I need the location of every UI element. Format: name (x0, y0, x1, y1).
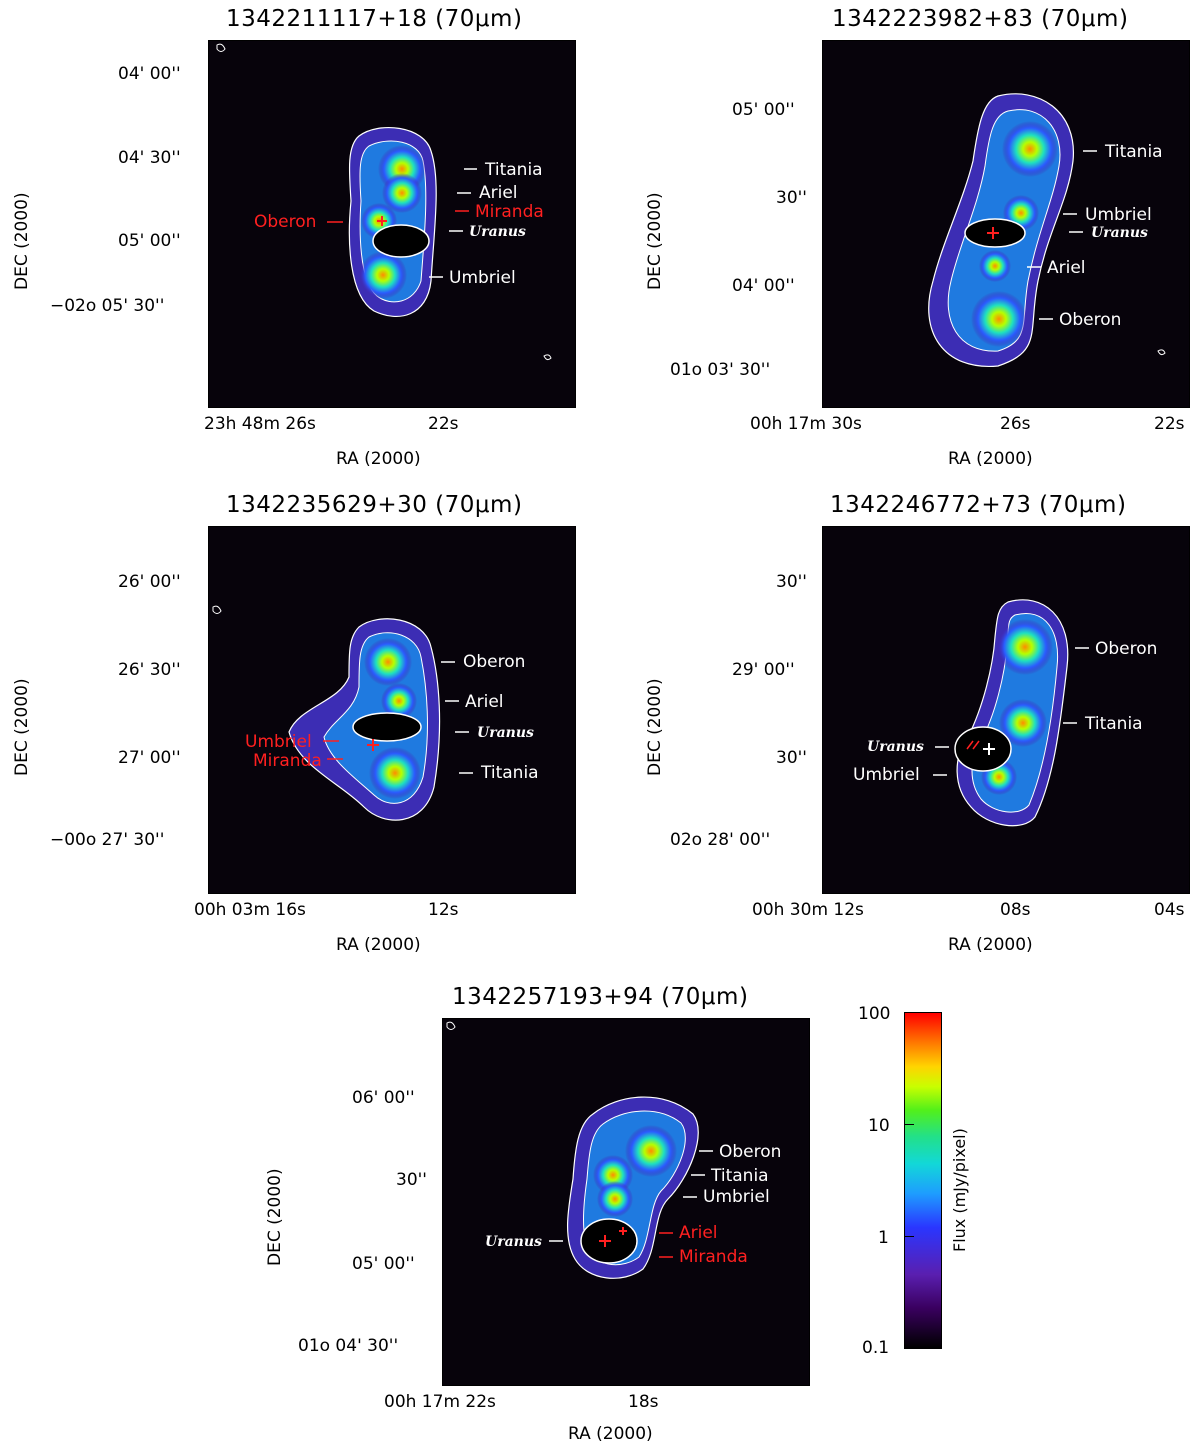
dec-tick: 02o 28' 00'' (670, 830, 771, 850)
uranus-field-image: Titania Ariel Miranda Oberon Uranus Umbr… (216, 43, 552, 361)
ra-tick: 23h 48m 26s (204, 414, 316, 434)
ra-tick: 00h 03m 16s (194, 900, 306, 920)
colorbar-tick-mark (904, 1124, 914, 1125)
dec-tick: 29' 00'' (732, 660, 795, 680)
dec-tick: 30'' (776, 572, 807, 592)
panel-title: 1342257193+94 (70μm) (452, 984, 749, 1010)
label-titania: Titania (710, 1166, 769, 1186)
label-umbriel: Umbriel (449, 268, 516, 288)
ra-tick: 08s (1000, 900, 1031, 920)
x-axis-label: RA (2000) (336, 935, 421, 955)
label-ariel: Ariel (479, 183, 518, 203)
label-titania: Titania (1084, 714, 1143, 734)
x-axis-label: RA (2000) (568, 1424, 653, 1444)
panel-title: 1342235629+30 (70μm) (226, 492, 523, 518)
panel-title: 1342223982+83 (70μm) (832, 6, 1129, 32)
uranus-field-image: Oberon Titania Uranus Umbriel (853, 599, 1157, 827)
label-umbriel: Umbriel (703, 1187, 770, 1207)
dec-tick: 30'' (396, 1170, 427, 1190)
label-oberon: Oberon (463, 652, 525, 672)
label-ariel: Ariel (1047, 258, 1086, 278)
label-oberon: Oberon (1059, 310, 1121, 330)
colorbar-label: Flux (mJy/pixel) (950, 1128, 969, 1252)
label-umbriel: Umbriel (245, 732, 312, 752)
uranus-field-image: Oberon Ariel Uranus Umbriel Miranda Tita… (212, 605, 539, 821)
ra-tick: 12s (428, 900, 459, 920)
ra-tick: 22s (428, 414, 459, 434)
dec-tick: 30'' (776, 188, 807, 208)
x-axis-label: RA (2000) (948, 935, 1033, 955)
dec-tick: 04' 30'' (118, 148, 181, 168)
dec-tick: 05' 00'' (732, 100, 795, 120)
ra-tick: 00h 17m 30s (750, 414, 862, 434)
label-oberon: Oberon (719, 1142, 781, 1162)
label-ariel: Ariel (679, 1223, 718, 1243)
dec-tick: −00o 27' 30'' (50, 830, 165, 850)
sky-image: Oberon Titania Umbriel Uranus Ariel Mira… (442, 1018, 810, 1386)
label-uranus: Uranus (477, 725, 534, 741)
label-titania: Titania (484, 160, 543, 180)
label-umbriel: Umbriel (1085, 205, 1152, 225)
label-oberon: Oberon (1095, 639, 1157, 659)
dec-tick: 05' 00'' (118, 231, 181, 251)
label-uranus: Uranus (485, 1234, 542, 1250)
colorbar-tick-mark (904, 1012, 914, 1013)
dec-tick: 04' 00'' (732, 276, 795, 296)
colorbar-tick: 100 (858, 1004, 891, 1024)
dec-tick: 26' 30'' (118, 660, 181, 680)
label-uranus: Uranus (867, 739, 924, 755)
colorbar-tick: 0.1 (862, 1338, 890, 1358)
ra-tick: 22s (1154, 414, 1185, 434)
x-axis-label: RA (2000) (948, 449, 1033, 469)
colorbar (904, 1012, 942, 1349)
label-uranus: Uranus (1091, 225, 1148, 241)
dec-tick: −02o 05' 30'' (50, 296, 165, 316)
sky-image: Titania Umbriel Uranus Ariel Oberon (822, 40, 1190, 408)
ra-tick: 00h 17m 22s (384, 1392, 496, 1412)
label-miranda: Miranda (679, 1247, 748, 1267)
colorbar-tick: 1 (878, 1228, 889, 1248)
dec-tick: 01o 03' 30'' (670, 360, 771, 380)
ra-tick: 18s (628, 1392, 659, 1412)
label-ariel: Ariel (465, 692, 504, 712)
label-uranus: Uranus (469, 224, 526, 240)
ra-tick: 26s (1000, 414, 1031, 434)
sky-image: Oberon Titania Uranus Umbriel (822, 526, 1190, 894)
x-axis-label: RA (2000) (336, 449, 421, 469)
uranus-field-image: Titania Umbriel Uranus Ariel Oberon (928, 93, 1166, 367)
label-umbriel: Umbriel (853, 765, 920, 785)
panel-title: 1342246772+73 (70μm) (830, 492, 1127, 518)
dec-tick: 01o 04' 30'' (298, 1336, 399, 1356)
colorbar-tick: 10 (868, 1116, 890, 1136)
dec-tick: 30'' (776, 748, 807, 768)
dec-tick: 04' 00'' (118, 64, 181, 84)
dec-tick: 05' 00'' (352, 1254, 415, 1274)
label-oberon: Oberon (254, 212, 316, 232)
y-axis-label: DEC (2000) (265, 1168, 285, 1266)
label-miranda: Miranda (253, 751, 322, 771)
dec-tick: 27' 00'' (118, 748, 181, 768)
sky-image: Titania Ariel Miranda Oberon Uranus Umbr… (208, 40, 576, 408)
colorbar-tick-mark (904, 1236, 914, 1237)
ra-tick: 04s (1154, 900, 1185, 920)
label-titania: Titania (1104, 142, 1163, 162)
uranus-field-image: Oberon Titania Umbriel Uranus Ariel Mira… (446, 1021, 781, 1279)
dec-tick: 06' 00'' (352, 1088, 415, 1108)
label-miranda: Miranda (475, 202, 544, 222)
sky-image: Oberon Ariel Uranus Umbriel Miranda Tita… (208, 526, 576, 894)
colorbar-tick-mark (904, 1347, 914, 1348)
dec-tick: 26' 00'' (118, 572, 181, 592)
label-titania: Titania (480, 763, 539, 783)
panel-title: 1342211117+18 (70μm) (226, 6, 523, 32)
ra-tick: 00h 30m 12s (752, 900, 864, 920)
